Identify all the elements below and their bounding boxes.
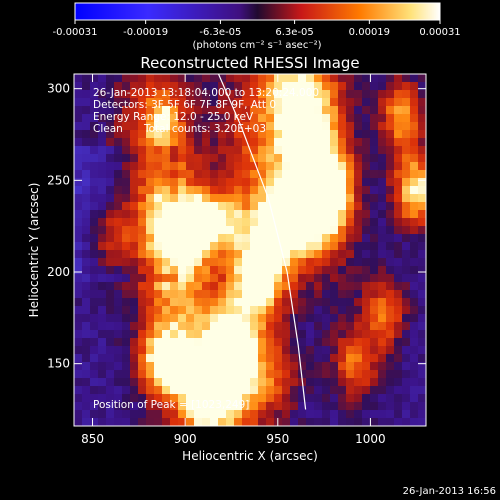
colorbar-tick-label: 0.00031	[419, 27, 460, 38]
y-tick-label: 250	[47, 173, 70, 187]
time-range-text: 26-Jan-2013 13:18:04.000 to 13:20:24.000	[93, 87, 319, 99]
colorbar-frame	[74, 2, 441, 21]
total-counts-text: Total counts: 3.20E+03	[143, 123, 266, 135]
colorbar-tick-label: -6.3e-05	[199, 27, 241, 38]
energy-range-text: Energy Range: 12.0 - 25.0 keV	[93, 111, 254, 123]
y-tick-label: 150	[47, 357, 70, 371]
detectors-text: Detectors: 3F 5F 6F 7F 8F 9F, Att 0	[93, 99, 276, 111]
chart-title: Reconstructed RHESSI Image	[140, 54, 359, 72]
algorithm-text: Clean	[93, 123, 123, 135]
colorbar-tick-label: -0.00031	[53, 27, 98, 38]
x-tick-label: 1000	[355, 432, 386, 446]
y-tick-label: 300	[47, 82, 70, 96]
peak-position-text: Position of Peak = [1023,249]	[93, 399, 249, 411]
footer-date: 26-Jan-2013 16:56	[403, 486, 496, 497]
y-axis-label: Heliocentric Y (arcsec)	[27, 183, 41, 318]
axis-ticks: 850 900 950 1000 150 200 250 300	[47, 74, 426, 446]
x-axis-label: Heliocentric X (arcsec)	[182, 449, 318, 463]
solar-limb-line	[217, 74, 307, 410]
colorbar-tick-label: 6.3e-05	[275, 27, 313, 38]
x-tick-label: 850	[81, 432, 104, 446]
colorbar-ticks: -0.00031 -0.00019 -6.3e-05 6.3e-05 0.00019 0.…	[53, 20, 461, 38]
x-tick-label: 950	[266, 432, 289, 446]
colorbar	[75, 3, 440, 20]
x-tick-label: 900	[174, 432, 197, 446]
colorbar-tick-label: 0.00019	[349, 27, 390, 38]
y-tick-label: 200	[47, 265, 70, 279]
plot-frame	[73, 73, 427, 427]
colorbar-tick-label: -0.00019	[123, 27, 168, 38]
colorbar-label: (photons cm⁻² s⁻¹ asec⁻²)	[192, 40, 321, 51]
